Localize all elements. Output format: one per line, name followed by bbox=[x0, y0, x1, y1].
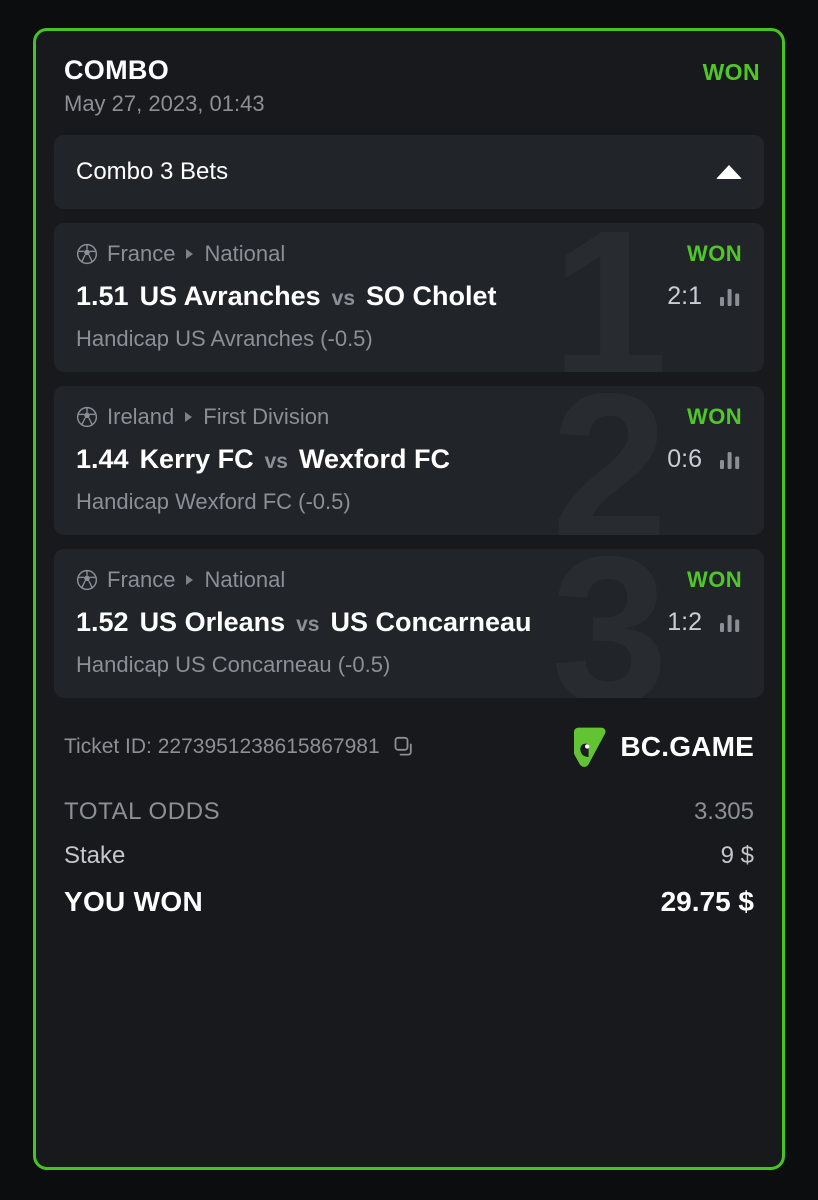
vs-separator: vs bbox=[296, 613, 320, 637]
combo-title: Combo 3 Bets bbox=[76, 158, 229, 186]
bet-league-name: First Division bbox=[203, 404, 330, 430]
ticket-header-left: COMBO May 27, 2023, 01:43 bbox=[64, 55, 265, 117]
bar-chart-icon[interactable] bbox=[718, 449, 742, 471]
bet-market: Handicap Wexford FC (-0.5) bbox=[76, 489, 351, 515]
ticket-id-label: Ticket ID: 2273951238615867981 bbox=[64, 735, 380, 759]
match-score: 1:2 bbox=[667, 608, 702, 637]
vs-separator: vs bbox=[331, 287, 355, 311]
bet-market: Handicap US Avranches (-0.5) bbox=[76, 326, 373, 352]
table-row[interactable]: 3 France National bbox=[54, 549, 764, 699]
bet-header: France National WON bbox=[76, 567, 742, 593]
payout-value: 29.75 $ bbox=[660, 886, 754, 918]
home-team: US Orleans bbox=[139, 607, 286, 638]
total-odds-value: 3.305 bbox=[693, 798, 754, 826]
stake-label: Stake bbox=[64, 842, 126, 870]
bet-content: France National WON 1.51 US Avranches vs… bbox=[76, 241, 742, 352]
bet-match-line: 1.52 US Orleans vs US Concarneau 1:2 bbox=[76, 607, 742, 638]
bet-match: 1.51 US Avranches vs SO Cholet bbox=[76, 281, 497, 312]
bet-content: Ireland First Division WON 1.44 Kerry FC… bbox=[76, 404, 742, 515]
chevron-right-icon bbox=[185, 412, 193, 423]
copy-icon[interactable] bbox=[392, 735, 416, 759]
away-team: SO Cholet bbox=[366, 281, 497, 312]
brand-logo: BC.GAME bbox=[571, 726, 754, 768]
ticket-id: Ticket ID: 2273951238615867981 bbox=[64, 735, 416, 759]
bet-odds: 1.51 bbox=[76, 281, 129, 312]
chevron-right-icon bbox=[186, 575, 194, 586]
bcgame-logo-icon bbox=[574, 728, 606, 768]
bet-league-name: National bbox=[204, 567, 286, 593]
bet-odds: 1.52 bbox=[76, 607, 129, 638]
match-score: 2:1 bbox=[667, 282, 702, 311]
bet-country: Ireland bbox=[107, 404, 175, 430]
ticket-type-label: COMBO bbox=[64, 55, 169, 85]
bet-header: France National WON bbox=[76, 241, 742, 267]
combo-toggle-bar[interactable]: Combo 3 Bets bbox=[54, 135, 764, 210]
bet-country: France bbox=[107, 241, 176, 267]
vs-separator: vs bbox=[264, 450, 288, 474]
chevron-right-icon bbox=[186, 249, 194, 260]
bets-list: 1 France National bbox=[54, 223, 764, 699]
bet-match: 1.52 US Orleans vs US Concarneau bbox=[76, 607, 532, 638]
ticket-date: May 27, 2023, 01:43 bbox=[64, 91, 265, 117]
bet-league: France National bbox=[76, 241, 285, 267]
payout-row: YOU WON 29.75 $ bbox=[64, 886, 754, 918]
bar-chart-icon[interactable] bbox=[718, 286, 742, 308]
ticket-footer: Ticket ID: 2273951238615867981 BC.GAME bbox=[54, 726, 764, 918]
brand-name: BC.GAME bbox=[620, 731, 754, 763]
bet-match-line: 1.44 Kerry FC vs Wexford FC 0:6 bbox=[76, 444, 742, 475]
caret-up-icon[interactable] bbox=[716, 165, 742, 180]
status-badge: WON bbox=[687, 567, 742, 593]
table-row[interactable]: 1 France National bbox=[54, 223, 764, 373]
bet-score-area: 2:1 bbox=[667, 282, 742, 311]
soccer-ball-icon bbox=[76, 407, 98, 428]
bet-market: Handicap US Concarneau (-0.5) bbox=[76, 652, 391, 678]
bet-match-line: 1.51 US Avranches vs SO Cholet 2:1 bbox=[76, 281, 742, 312]
bar-chart-icon[interactable] bbox=[718, 612, 742, 634]
bet-match: 1.44 Kerry FC vs Wexford FC bbox=[76, 444, 450, 475]
away-team: US Concarneau bbox=[330, 607, 532, 638]
match-score: 0:6 bbox=[667, 445, 702, 474]
bet-ticket-card: COMBO May 27, 2023, 01:43 WON Combo 3 Be… bbox=[33, 28, 785, 1170]
bet-league: Ireland First Division bbox=[76, 404, 329, 430]
bet-odds: 1.44 bbox=[76, 444, 129, 475]
payout-label: YOU WON bbox=[64, 886, 203, 918]
stake-value: 9 $ bbox=[720, 842, 754, 870]
status-badge: WON bbox=[687, 404, 742, 430]
bet-league-name: National bbox=[204, 241, 286, 267]
status-badge: WON bbox=[687, 241, 742, 267]
total-odds-label: TOTAL ODDS bbox=[64, 798, 221, 826]
total-odds-row: TOTAL ODDS 3.305 bbox=[64, 798, 754, 826]
bet-header: Ireland First Division WON bbox=[76, 404, 742, 430]
away-team: Wexford FC bbox=[298, 444, 450, 475]
bet-score-area: 1:2 bbox=[667, 608, 742, 637]
bet-score-area: 0:6 bbox=[667, 445, 742, 474]
bet-content: France National WON 1.52 US Orleans vs U… bbox=[76, 567, 742, 678]
bet-league: France National bbox=[76, 567, 285, 593]
table-row[interactable]: 2 Ireland First Division bbox=[54, 386, 764, 536]
stake-row: Stake 9 $ bbox=[64, 842, 754, 870]
bet-country: France bbox=[107, 567, 176, 593]
home-team: Kerry FC bbox=[139, 444, 254, 475]
soccer-ball-icon bbox=[76, 244, 98, 265]
ticket-status-badge: WON bbox=[702, 59, 760, 85]
soccer-ball-icon bbox=[76, 570, 98, 591]
ticket-header: COMBO May 27, 2023, 01:43 WON bbox=[54, 55, 764, 117]
ticket-id-row: Ticket ID: 2273951238615867981 BC.GAME bbox=[64, 726, 754, 768]
home-team: US Avranches bbox=[139, 281, 321, 312]
